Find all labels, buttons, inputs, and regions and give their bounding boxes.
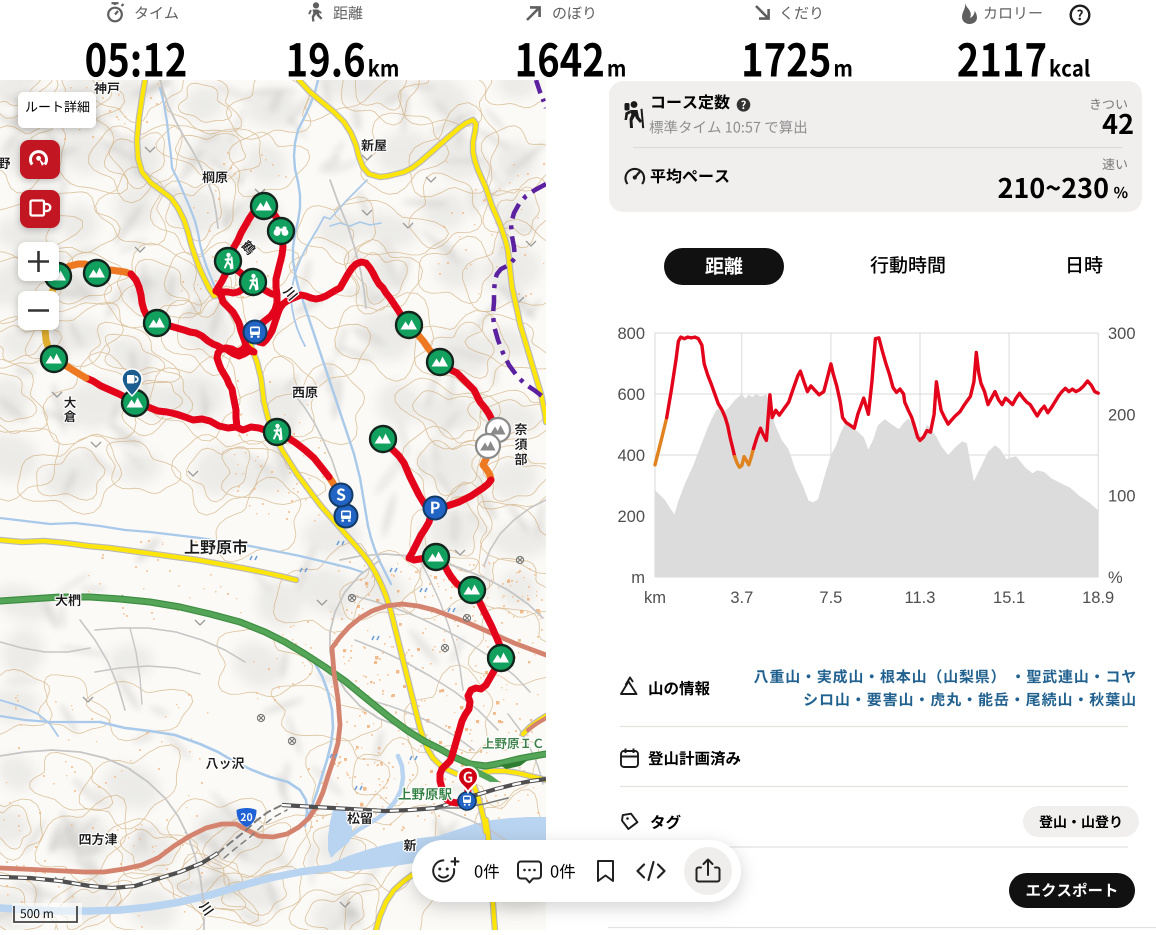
svg-text:11.3: 11.3 — [905, 589, 936, 607]
svg-text:15.1: 15.1 — [993, 589, 1025, 607]
svg-text:m: m — [631, 569, 645, 587]
svg-text:800: 800 — [617, 325, 645, 343]
svg-text:km: km — [644, 589, 666, 607]
svg-text:7.5: 7.5 — [819, 589, 842, 607]
svg-text:200: 200 — [617, 508, 645, 526]
svg-text:200: 200 — [1108, 406, 1136, 424]
svg-text:3.7: 3.7 — [730, 589, 753, 607]
svg-text:18.9: 18.9 — [1082, 589, 1114, 607]
svg-text:100: 100 — [1108, 488, 1136, 506]
svg-text:400: 400 — [617, 447, 645, 465]
svg-text:300: 300 — [1108, 325, 1136, 343]
svg-text:%: % — [1108, 569, 1123, 587]
svg-text:600: 600 — [617, 386, 645, 404]
